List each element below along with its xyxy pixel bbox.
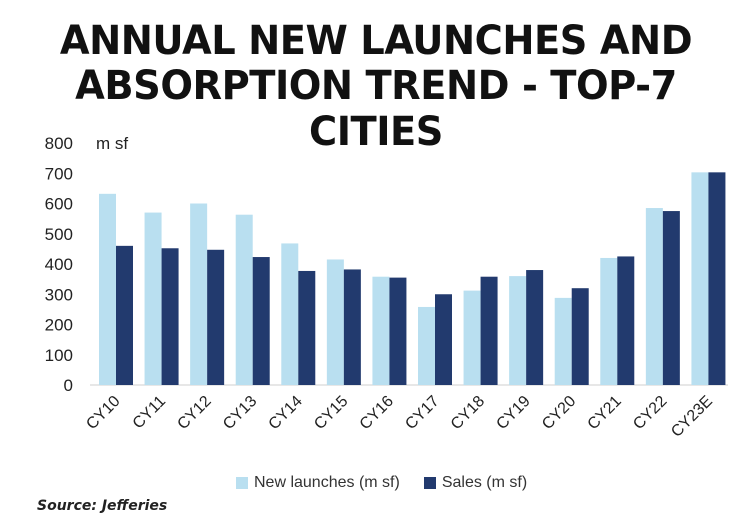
bar-new-launches — [190, 203, 208, 385]
bar-new-launches — [691, 172, 709, 385]
bar-sales — [571, 288, 589, 385]
x-tick-label: CY20 — [539, 393, 579, 433]
bar-new-launches — [235, 214, 253, 385]
y-axis-label: m sf — [96, 134, 128, 153]
bar-new-launches — [281, 243, 299, 385]
bar-sales — [662, 211, 680, 385]
x-tick-label: CY12 — [174, 393, 214, 433]
bar-new-launches — [645, 208, 663, 385]
x-tick-label: CY15 — [311, 393, 351, 433]
bar-sales — [207, 249, 225, 385]
bar-sales — [708, 172, 726, 385]
legend-item-launches: New launches (m sf) — [236, 474, 400, 492]
bar-sales — [343, 269, 361, 385]
x-tick-label: CY21 — [585, 393, 625, 433]
bar-new-launches — [326, 259, 344, 385]
x-tick-label: CY19 — [493, 393, 533, 433]
chart-title-line-2: ABSORPTION TREND - TOP-7 CITIES — [75, 63, 677, 155]
legend-swatch-launches — [236, 477, 248, 489]
y-tick-label: 600 — [45, 195, 73, 214]
bar-sales — [617, 256, 635, 385]
y-tick-label: 0 — [64, 376, 73, 395]
y-tick-label: 500 — [45, 225, 73, 244]
source-note: Source: Jefferies — [37, 498, 168, 514]
bar-sales — [252, 257, 270, 385]
bar-new-launches — [144, 212, 162, 385]
y-tick-label: 100 — [45, 346, 73, 365]
x-tick-label: CY10 — [83, 393, 123, 433]
bar-sales — [435, 294, 452, 385]
x-tick-label: CY23E — [668, 393, 716, 441]
bar-sales — [389, 277, 407, 385]
x-tick-label: CY16 — [357, 393, 397, 433]
x-tick-label: CY13 — [220, 393, 260, 433]
bar-sales — [480, 276, 498, 385]
legend-label-launches: New launches (m sf) — [254, 474, 400, 491]
legend-item-sales: Sales (m sf) — [423, 474, 528, 492]
chart-title-line-1: ANNUAL NEW LAUNCHES AND — [59, 18, 693, 64]
legend-swatch-sales — [423, 477, 436, 489]
bar-sales — [116, 245, 133, 385]
bar-new-launches — [509, 276, 527, 385]
bar-sales — [161, 248, 179, 385]
legend: New launches (m sf) Sales (m sf) — [236, 473, 551, 493]
bar-new-launches — [554, 297, 572, 385]
y-tick-label: 400 — [45, 255, 73, 274]
bar-sales — [298, 270, 316, 385]
y-tick-label: 200 — [45, 316, 73, 335]
x-tick-label: CY18 — [448, 393, 488, 433]
bar-new-launches — [600, 257, 618, 385]
y-tick-label: 700 — [45, 164, 73, 183]
legend-label-sales: Sales (m sf) — [441, 474, 528, 491]
bar-new-launches — [99, 193, 116, 385]
bar-new-launches — [418, 306, 435, 385]
bar-sales — [526, 270, 544, 385]
x-tick-label: CY11 — [130, 393, 170, 433]
y-tick-label: 800 — [45, 134, 73, 153]
y-tick-label: 300 — [45, 285, 73, 304]
x-tick-label: CY17 — [402, 393, 442, 433]
x-tick-label: CY22 — [630, 393, 670, 433]
x-tick-label: CY14 — [266, 393, 306, 433]
bar-new-launches — [372, 276, 390, 385]
bar-new-launches — [463, 290, 481, 385]
